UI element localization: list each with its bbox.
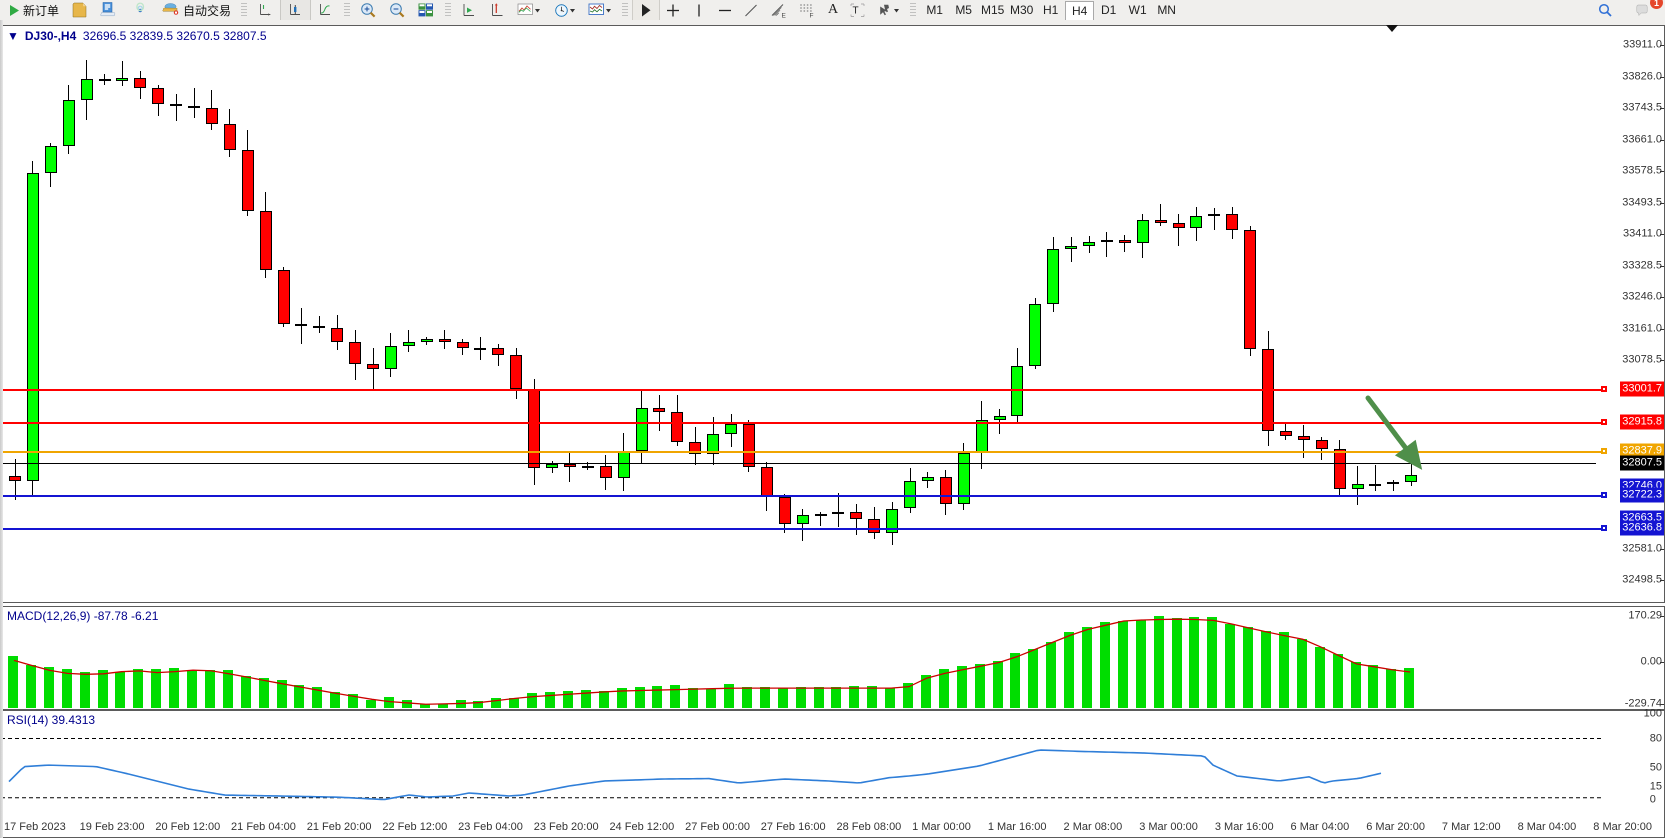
svg-text:T: T	[853, 5, 859, 16]
svg-text:E: E	[782, 12, 787, 18]
svg-text:F: F	[810, 12, 814, 18]
